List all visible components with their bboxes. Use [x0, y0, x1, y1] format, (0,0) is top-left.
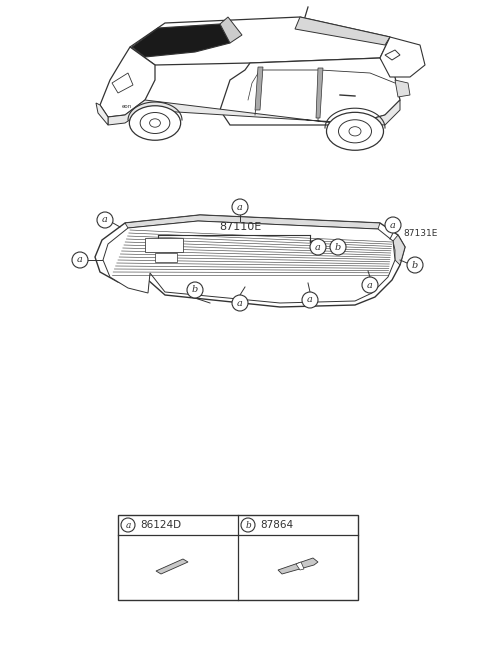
Text: a: a [77, 255, 83, 265]
Polygon shape [255, 67, 263, 110]
Text: a: a [315, 242, 321, 252]
Ellipse shape [326, 112, 384, 150]
Bar [155, 253, 177, 262]
Polygon shape [278, 558, 318, 574]
Circle shape [310, 239, 326, 255]
Bar [145, 238, 183, 252]
Text: a: a [367, 280, 373, 290]
Text: a: a [237, 202, 243, 212]
Polygon shape [385, 50, 400, 60]
Circle shape [385, 217, 401, 233]
Text: a: a [102, 215, 108, 225]
Circle shape [187, 282, 203, 298]
Bar [118, 515, 358, 600]
Circle shape [72, 252, 88, 268]
Polygon shape [95, 215, 405, 307]
Polygon shape [156, 559, 188, 574]
Ellipse shape [349, 126, 361, 136]
Polygon shape [296, 562, 304, 570]
Polygon shape [112, 73, 133, 93]
Text: 86124D: 86124D [140, 520, 181, 530]
Polygon shape [316, 68, 323, 118]
Ellipse shape [129, 105, 180, 140]
Text: 87110E: 87110E [219, 222, 261, 232]
Text: b: b [412, 261, 418, 269]
Circle shape [232, 295, 248, 311]
Polygon shape [108, 100, 400, 125]
Polygon shape [96, 103, 108, 125]
Text: 87131E: 87131E [403, 229, 437, 238]
Text: eon: eon [122, 105, 132, 109]
Polygon shape [393, 235, 405, 265]
Ellipse shape [140, 113, 170, 134]
Circle shape [241, 518, 255, 532]
Text: a: a [390, 221, 396, 229]
Circle shape [362, 277, 378, 293]
Ellipse shape [150, 119, 160, 127]
Circle shape [121, 518, 135, 532]
Text: 87864: 87864 [260, 520, 293, 530]
Polygon shape [220, 17, 242, 43]
Circle shape [232, 199, 248, 215]
Text: b: b [192, 286, 198, 295]
Polygon shape [220, 58, 400, 125]
Polygon shape [380, 37, 425, 77]
Text: b: b [335, 242, 341, 252]
Polygon shape [130, 17, 390, 65]
Text: a: a [307, 295, 313, 305]
Polygon shape [103, 221, 395, 303]
Circle shape [407, 257, 423, 273]
Text: a: a [125, 521, 131, 529]
Ellipse shape [338, 120, 372, 143]
Polygon shape [100, 47, 155, 117]
Polygon shape [295, 17, 390, 45]
Text: b: b [245, 521, 251, 529]
Polygon shape [125, 215, 380, 229]
Circle shape [302, 292, 318, 308]
Polygon shape [132, 24, 230, 57]
Polygon shape [395, 80, 410, 97]
Circle shape [330, 239, 346, 255]
Circle shape [97, 212, 113, 228]
Text: a: a [237, 299, 243, 307]
